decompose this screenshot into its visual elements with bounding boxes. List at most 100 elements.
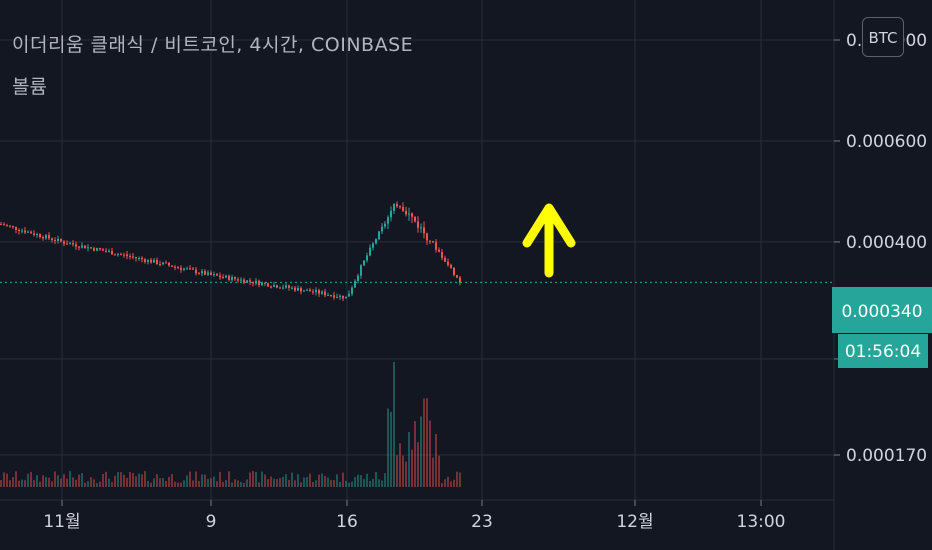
candle-body bbox=[294, 287, 296, 291]
volume-bar bbox=[276, 479, 278, 487]
candle-body bbox=[36, 234, 38, 236]
candle-body bbox=[201, 271, 203, 274]
candle-body bbox=[111, 250, 113, 255]
countdown-label: 01:56:04 bbox=[838, 334, 928, 368]
volume-bars bbox=[0, 362, 461, 487]
candle-body bbox=[369, 247, 371, 256]
volume-bar bbox=[180, 482, 182, 487]
candle-body bbox=[63, 241, 65, 244]
candle-body bbox=[42, 237, 44, 239]
candle-body bbox=[453, 267, 455, 276]
candle-body bbox=[297, 287, 299, 291]
volume-bar bbox=[129, 472, 131, 487]
candle-body bbox=[6, 225, 8, 227]
candle-body bbox=[99, 248, 101, 250]
candle-body bbox=[330, 294, 332, 296]
volume-bar bbox=[333, 480, 335, 487]
volume-bar bbox=[30, 471, 32, 487]
x-tick-label: 16 bbox=[336, 512, 358, 532]
volume-bar bbox=[414, 421, 416, 487]
candle-body bbox=[60, 238, 62, 242]
volume-bar bbox=[399, 443, 401, 487]
volume-bar bbox=[81, 473, 83, 487]
volume-bar bbox=[171, 474, 173, 487]
candle-body bbox=[249, 280, 251, 282]
y-tick-label: 0.000170 bbox=[846, 446, 927, 466]
candle-body bbox=[162, 262, 164, 265]
candle-body bbox=[21, 230, 23, 232]
candle-body bbox=[435, 242, 437, 250]
volume-bar bbox=[240, 481, 242, 487]
volume-bar bbox=[441, 482, 443, 487]
candle-body bbox=[39, 234, 41, 238]
volume-bar bbox=[435, 434, 437, 487]
candle-body bbox=[102, 249, 104, 251]
candle-body bbox=[240, 279, 242, 281]
candle-body bbox=[318, 290, 320, 294]
candle-body bbox=[213, 274, 215, 276]
volume-bar bbox=[393, 362, 395, 487]
volume-bar bbox=[225, 480, 227, 487]
volume-bar bbox=[384, 473, 386, 487]
volume-bar bbox=[306, 477, 308, 487]
volume-bar bbox=[381, 480, 383, 487]
currency-badge[interactable]: BTC bbox=[862, 17, 904, 57]
volume-bar bbox=[201, 474, 203, 487]
volume-bar bbox=[24, 480, 26, 487]
volume-bar bbox=[249, 472, 251, 487]
volume-bar bbox=[75, 479, 77, 487]
candle-body bbox=[261, 282, 263, 285]
candle-body bbox=[147, 259, 149, 262]
volume-bar bbox=[285, 474, 287, 487]
volume-bar bbox=[42, 475, 44, 487]
volume-bar bbox=[339, 481, 341, 487]
volume-bar bbox=[123, 474, 125, 487]
candle-body bbox=[90, 247, 92, 249]
volume-bar bbox=[6, 473, 8, 487]
candle-body bbox=[252, 281, 254, 284]
candle-body bbox=[243, 279, 245, 283]
volume-bar bbox=[330, 480, 332, 487]
candle-body bbox=[375, 239, 377, 244]
candle-body bbox=[291, 287, 293, 289]
volume-bar bbox=[279, 478, 281, 487]
volume-bar bbox=[108, 478, 110, 487]
candle-body bbox=[237, 279, 239, 281]
volume-bar bbox=[132, 473, 134, 487]
candle-body bbox=[3, 224, 5, 226]
candle-body bbox=[324, 291, 326, 296]
candle-body bbox=[342, 295, 344, 299]
candle-body bbox=[300, 287, 302, 292]
volume-bar bbox=[327, 477, 329, 487]
volume-bar bbox=[33, 480, 35, 487]
volume-bar bbox=[63, 474, 65, 487]
candle-body bbox=[15, 226, 17, 230]
candle-body bbox=[180, 267, 182, 270]
candle-body bbox=[321, 291, 323, 294]
candle-body bbox=[372, 243, 374, 248]
candle-body bbox=[183, 268, 185, 270]
volume-bar bbox=[204, 474, 206, 487]
x-axis-labels: 11월 9 16 23 12월 13:00 bbox=[43, 500, 786, 532]
candle-body bbox=[204, 271, 206, 275]
candle-body bbox=[336, 296, 338, 298]
volume-bar bbox=[417, 442, 419, 487]
candle-body bbox=[312, 291, 314, 293]
volume-bar bbox=[207, 478, 209, 487]
candle-body bbox=[390, 210, 392, 218]
volume-bar bbox=[420, 416, 422, 487]
x-tick-label: 23 bbox=[471, 512, 493, 532]
volume-bar bbox=[51, 481, 53, 487]
volume-bar bbox=[186, 475, 188, 487]
x-tick-label: 9 bbox=[206, 512, 217, 532]
candle-body bbox=[219, 275, 221, 278]
volume-bar bbox=[303, 477, 305, 487]
candle-body bbox=[222, 277, 224, 279]
candle-body bbox=[129, 256, 131, 258]
volume-bar bbox=[60, 478, 62, 487]
volume-bar bbox=[147, 480, 149, 487]
candle-body bbox=[363, 260, 365, 266]
candle-body bbox=[456, 275, 458, 278]
volume-bar bbox=[183, 480, 185, 487]
